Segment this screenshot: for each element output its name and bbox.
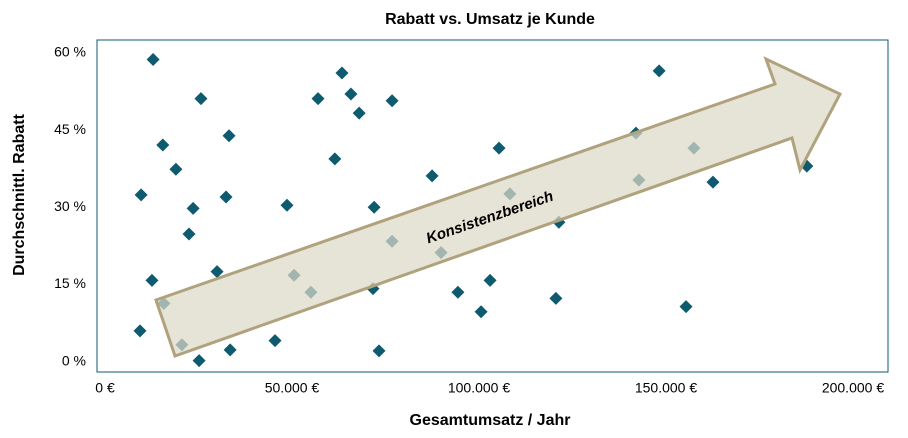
y-tick-label: 45 % xyxy=(54,121,86,137)
point xyxy=(223,343,237,357)
point xyxy=(146,53,160,67)
x-axis-label: Gesamtumsatz / Jahr xyxy=(410,412,571,429)
point xyxy=(268,334,282,348)
x-tick-label: 50.000 € xyxy=(265,380,320,396)
points xyxy=(133,53,814,368)
point xyxy=(182,227,196,241)
x-tick-label: 200.000 € xyxy=(822,380,884,396)
y-tick-label: 60 % xyxy=(54,44,86,60)
point xyxy=(186,201,200,215)
point xyxy=(652,64,666,78)
point xyxy=(335,66,349,80)
point xyxy=(169,162,183,176)
y-tick-label: 0 % xyxy=(62,352,86,368)
point xyxy=(372,344,386,358)
point xyxy=(133,324,147,338)
y-tick-label: 30 % xyxy=(54,198,86,214)
point xyxy=(344,87,358,101)
point xyxy=(474,305,488,319)
point xyxy=(706,175,720,189)
x-tick-label: 100.000 € xyxy=(448,380,510,396)
point xyxy=(451,285,465,299)
x-tick-label: 150.000 € xyxy=(635,380,697,396)
y-axis-label: Durchschnittl. Rabatt xyxy=(11,113,28,275)
point xyxy=(492,141,506,155)
point xyxy=(156,138,170,152)
point xyxy=(328,152,342,166)
point xyxy=(222,129,236,143)
point xyxy=(219,190,233,204)
chart-title: Rabatt vs. Umsatz je Kunde xyxy=(385,11,595,28)
point xyxy=(311,92,325,106)
point xyxy=(210,265,224,279)
plot-frame xyxy=(96,39,889,373)
point xyxy=(385,94,399,108)
point xyxy=(280,198,294,212)
point xyxy=(352,106,366,120)
point xyxy=(549,291,563,305)
point xyxy=(367,200,381,214)
point xyxy=(679,300,693,314)
y-tick-label: 15 % xyxy=(54,275,86,291)
point xyxy=(134,188,148,202)
point xyxy=(192,354,206,368)
point xyxy=(425,169,439,183)
point xyxy=(194,92,208,106)
x-tick-label: 0 € xyxy=(95,380,115,396)
point xyxy=(145,273,159,287)
trend-arrow xyxy=(154,56,843,358)
point xyxy=(483,273,497,287)
